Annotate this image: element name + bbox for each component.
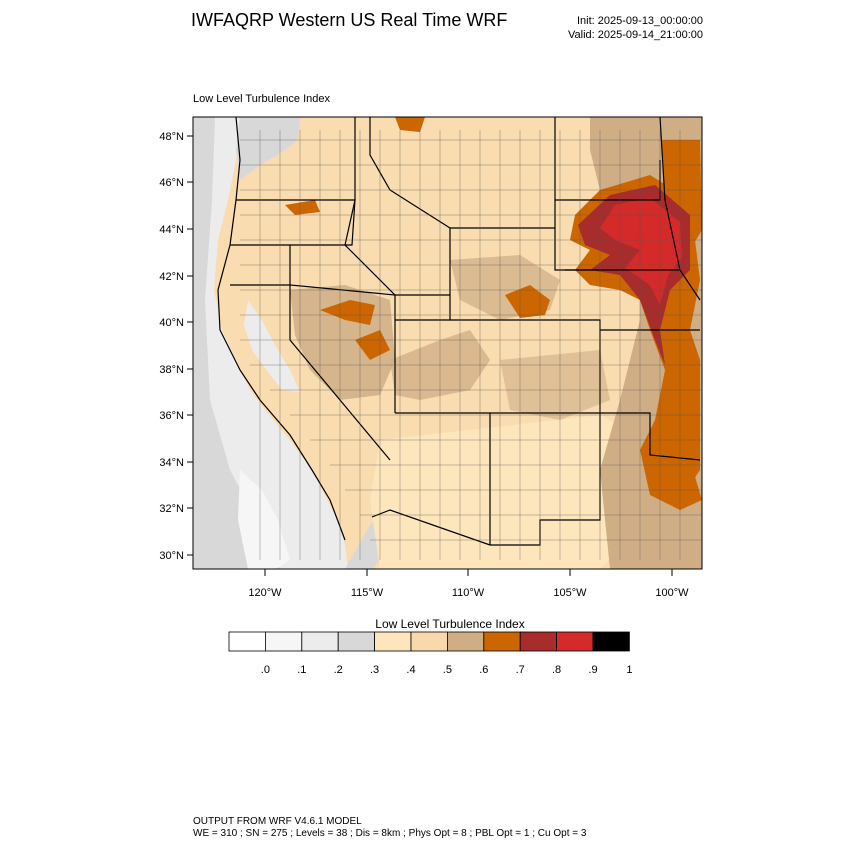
oregon-orange — [285, 200, 320, 215]
colorbar-swatch — [592, 631, 630, 652]
colorbar-label: .7 — [516, 664, 525, 676]
colorbar-label: .0 — [261, 664, 270, 676]
colorbar-swatch — [483, 631, 521, 652]
footer: OUTPUT FROM WRF V4.6.1 MODEL WE = 310 ; … — [193, 816, 586, 840]
lat-label-30: 30°N — [159, 550, 184, 562]
county-vertical-lines — [259, 130, 681, 560]
map-field — [193, 117, 702, 569]
lon-label-120: 120°W — [248, 587, 282, 599]
colorbar-swatch — [337, 631, 376, 652]
colorbar-swatch — [446, 631, 485, 652]
page-title: IWFAQRP Western US Real Time WRF — [191, 10, 508, 30]
colorbar-swatch — [556, 631, 594, 652]
lat-label-36: 36°N — [159, 410, 184, 422]
lon-label-105: 105°W — [553, 587, 587, 599]
colorbar-swatch — [519, 631, 558, 652]
colorbar-title: Low Level Turbulence Index — [375, 617, 525, 631]
lat-label-48: 48°N — [159, 131, 184, 143]
lat-label-40: 40°N — [159, 317, 184, 329]
colorbar-label: .3 — [370, 664, 379, 676]
lat-ticks — [187, 135, 193, 556]
nw-grey-region — [236, 117, 300, 180]
colorbar-label: .4 — [406, 664, 415, 676]
lat-label-32: 32°N — [159, 503, 184, 515]
valid-time: Valid: 2025-09-14_21:00:00 — [568, 29, 703, 41]
lat-label-46: 46°N — [159, 177, 184, 189]
init-valid-times: Init: 2025-09-13_00:00:00 Valid: 2025-09… — [540, 14, 703, 42]
lat-label-42: 42°N — [159, 271, 184, 283]
mexico-border — [371, 509, 491, 546]
colorbar-label: .8 — [552, 664, 561, 676]
colorbar-label: .2 — [334, 664, 343, 676]
footer-model: OUTPUT FROM WRF V4.6.1 MODEL — [193, 816, 362, 827]
lat-labels: 48°N 46°N 44°N 42°N 40°N 38°N 36°N 34°N … — [159, 131, 184, 562]
county-lines — [240, 130, 702, 560]
nevada-orange-1 — [320, 300, 375, 325]
colorbar-swatch — [301, 631, 339, 652]
montana-orange — [395, 117, 425, 132]
ok-tx-boundary — [600, 412, 701, 461]
colorado-tan — [500, 350, 610, 420]
colorbar-swatch — [374, 631, 412, 652]
colorbar-label: .5 — [443, 664, 452, 676]
nevada-orange-2 — [355, 330, 390, 360]
ocean-darker-region — [193, 117, 280, 569]
lat-label-38: 38°N — [159, 364, 184, 376]
or-boundary — [230, 199, 356, 246]
plains-red — [600, 198, 682, 305]
ocean-region — [193, 117, 348, 569]
ocean-lighter-region — [238, 470, 290, 569]
colorbar-label: .1 — [297, 664, 306, 676]
colorbar-label: .9 — [588, 664, 597, 676]
county-horizontal-lines — [240, 139, 702, 541]
colorado-orange — [505, 285, 550, 318]
init-time: Init: 2025-09-13_00:00:00 — [577, 15, 703, 27]
map-title: Low Level Turbulence Index — [193, 93, 330, 105]
colorbar-label: .6 — [479, 664, 488, 676]
lat-label-34: 34°N — [159, 457, 184, 469]
map-frame — [192, 116, 703, 570]
valley-region — [244, 300, 300, 392]
colorbar: .0 .1 .2 .3 .4 .5 .6 .7 .8 .9 1 — [228, 631, 632, 676]
lon-label-100: 100°W — [655, 587, 689, 599]
coastline — [217, 117, 346, 541]
colorbar-swatch — [410, 631, 448, 652]
lon-label-110: 110°W — [452, 587, 485, 599]
mn-boundary — [659, 117, 681, 271]
colorbar-swatch — [264, 631, 303, 652]
lat-label-44: 44°N — [159, 224, 184, 236]
colorbar-label: 1 — [626, 664, 632, 676]
lon-label-115: 115°W — [351, 587, 384, 599]
lon-labels: 120°W 115°W 110°W 105°W 100°W — [248, 587, 689, 599]
footer-config: WE = 310 ; SN = 275 ; Levels = 38 ; Dis … — [193, 828, 587, 839]
colorbar-swatch — [228, 631, 266, 652]
lon-ticks — [264, 569, 673, 576]
